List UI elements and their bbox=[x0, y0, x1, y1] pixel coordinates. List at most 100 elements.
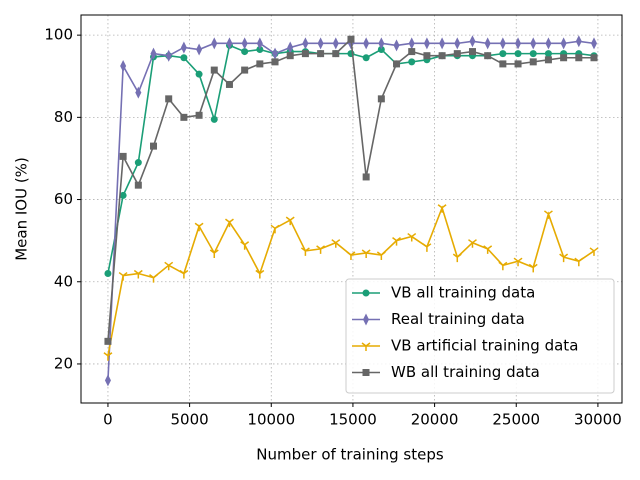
marker bbox=[376, 251, 386, 261]
marker bbox=[529, 58, 537, 66]
marker bbox=[575, 54, 583, 62]
marker bbox=[437, 204, 447, 213]
legend-label: VB artificial training data bbox=[391, 337, 578, 355]
marker bbox=[362, 289, 370, 297]
marker bbox=[135, 86, 142, 99]
marker bbox=[134, 181, 142, 189]
marker bbox=[590, 37, 597, 50]
marker bbox=[484, 52, 492, 60]
legend-label: Real training data bbox=[391, 310, 525, 328]
y-tick-label: 80 bbox=[54, 108, 73, 126]
marker bbox=[362, 369, 370, 376]
marker bbox=[347, 35, 355, 43]
legend-label: VB all training data bbox=[391, 284, 535, 302]
marker bbox=[256, 60, 264, 68]
y-tick-label: 100 bbox=[44, 26, 73, 44]
marker bbox=[119, 152, 127, 160]
marker bbox=[286, 52, 294, 60]
marker bbox=[407, 232, 417, 242]
marker bbox=[103, 352, 113, 361]
marker bbox=[104, 374, 111, 387]
marker bbox=[468, 239, 477, 248]
marker bbox=[544, 50, 552, 58]
marker bbox=[332, 37, 339, 50]
marker bbox=[514, 60, 522, 68]
marker bbox=[499, 37, 506, 50]
legend-label: WB all training data bbox=[391, 363, 540, 381]
x-tick-label: 30000 bbox=[574, 411, 622, 429]
marker bbox=[408, 58, 416, 66]
marker bbox=[150, 142, 158, 150]
marker bbox=[164, 261, 174, 271]
marker bbox=[544, 56, 552, 64]
x-tick-label: 10000 bbox=[247, 411, 295, 429]
marker bbox=[179, 269, 189, 279]
marker bbox=[393, 39, 400, 52]
marker bbox=[484, 37, 491, 50]
marker bbox=[180, 54, 188, 62]
marker bbox=[422, 243, 432, 252]
marker bbox=[180, 41, 187, 54]
marker bbox=[408, 37, 415, 50]
marker bbox=[560, 37, 567, 50]
x-tick-label: 20000 bbox=[411, 411, 459, 429]
marker bbox=[241, 48, 249, 56]
marker bbox=[346, 251, 356, 261]
marker bbox=[316, 245, 326, 254]
marker bbox=[454, 37, 461, 50]
marker bbox=[452, 253, 462, 263]
marker bbox=[589, 247, 599, 256]
marker bbox=[194, 222, 204, 232]
marker bbox=[559, 253, 569, 263]
marker bbox=[514, 50, 522, 58]
marker bbox=[362, 173, 370, 181]
marker bbox=[574, 257, 584, 267]
marker bbox=[134, 159, 142, 167]
marker bbox=[119, 191, 127, 199]
marker bbox=[226, 37, 233, 50]
marker bbox=[210, 66, 218, 74]
marker bbox=[408, 48, 416, 56]
marker bbox=[363, 37, 370, 50]
marker bbox=[165, 95, 173, 103]
marker bbox=[302, 37, 309, 50]
marker bbox=[453, 50, 461, 58]
series-line bbox=[107, 44, 595, 274]
marker bbox=[165, 49, 172, 62]
marker bbox=[423, 52, 431, 60]
marker bbox=[439, 37, 446, 50]
marker bbox=[225, 80, 233, 88]
x-tick-label: 5000 bbox=[171, 411, 209, 429]
marker bbox=[300, 247, 310, 256]
y-tick-label: 60 bbox=[54, 190, 73, 208]
y-tick-label: 40 bbox=[54, 272, 73, 290]
marker bbox=[590, 54, 598, 62]
y-tick-label: 20 bbox=[54, 354, 73, 372]
x-tick-label: 0 bbox=[103, 411, 113, 429]
marker bbox=[271, 58, 279, 66]
marker bbox=[241, 66, 249, 74]
marker bbox=[513, 257, 523, 267]
marker bbox=[423, 37, 430, 50]
marker bbox=[378, 37, 385, 50]
marker bbox=[255, 269, 265, 279]
marker bbox=[515, 37, 522, 50]
marker bbox=[575, 35, 582, 48]
marker bbox=[210, 115, 218, 123]
marker bbox=[211, 37, 218, 50]
marker bbox=[272, 47, 279, 60]
x-tick-label: 15000 bbox=[329, 411, 377, 429]
marker bbox=[270, 224, 280, 234]
marker bbox=[543, 210, 553, 219]
marker bbox=[499, 60, 507, 68]
marker bbox=[332, 50, 340, 58]
marker bbox=[393, 60, 401, 68]
marker bbox=[240, 241, 250, 250]
marker bbox=[377, 95, 385, 103]
x-tick-label: 25000 bbox=[492, 411, 540, 429]
marker bbox=[104, 270, 112, 278]
marker bbox=[362, 54, 370, 62]
marker bbox=[225, 218, 234, 228]
marker bbox=[438, 52, 446, 60]
